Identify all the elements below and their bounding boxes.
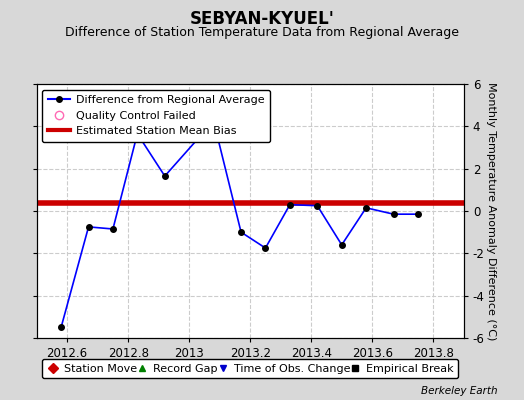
Text: SEBYAN-KYUEL': SEBYAN-KYUEL'	[190, 10, 334, 28]
Legend: Station Move, Record Gap, Time of Obs. Change, Empirical Break: Station Move, Record Gap, Time of Obs. C…	[42, 359, 458, 378]
Y-axis label: Monthly Temperature Anomaly Difference (°C): Monthly Temperature Anomaly Difference (…	[486, 82, 496, 340]
Text: Difference of Station Temperature Data from Regional Average: Difference of Station Temperature Data f…	[65, 26, 459, 39]
Text: Berkeley Earth: Berkeley Earth	[421, 386, 498, 396]
